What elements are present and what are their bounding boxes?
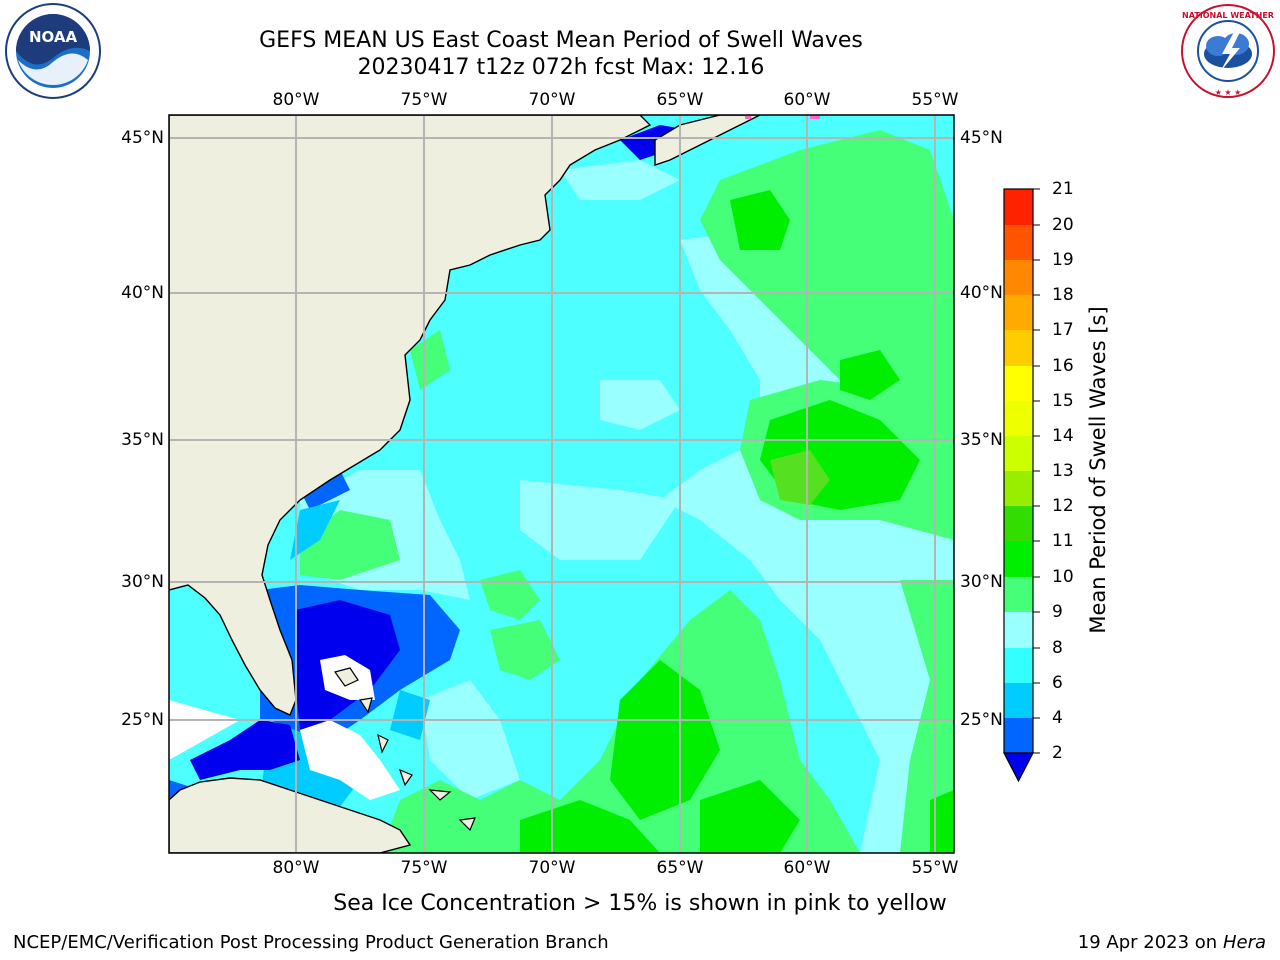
- colorbar-segment-11-12: [1004, 506, 1033, 541]
- colorbar-segment-9-10: [1004, 577, 1033, 612]
- lon-tick-bottom: 55°W: [911, 858, 959, 878]
- colorbar-label: 10: [1052, 567, 1074, 587]
- colorbar-label: 17: [1052, 320, 1074, 340]
- lat-tick-right: 40°N: [960, 283, 1003, 303]
- footer-credit: NCEP/EMC/Verification Post Processing Pr…: [13, 932, 609, 953]
- svg-text:★ ★ ★: ★ ★ ★: [1215, 88, 1242, 97]
- lat-tick-left: 45°N: [121, 128, 164, 148]
- map-title: GEFS MEAN US East Coast Mean Period of S…: [259, 28, 863, 53]
- colorbar-label: 15: [1052, 391, 1074, 411]
- lon-tick-top: 70°W: [528, 90, 576, 110]
- colorbar-segment-8-9: [1004, 612, 1033, 648]
- lon-tick-bottom: 60°W: [783, 858, 831, 878]
- colorbar-segment-12-13: [1004, 471, 1033, 506]
- lat-tick-right: 25°N: [960, 710, 1003, 730]
- lon-tick-bottom: 75°W: [400, 858, 448, 878]
- lon-tick-top: 65°W: [656, 90, 704, 110]
- colorbar-label: 14: [1052, 426, 1074, 446]
- cuba-land: [169, 777, 412, 853]
- lon-tick-bottom: 65°W: [656, 858, 704, 878]
- noaa-logo-icon: NOAA: [5, 3, 101, 99]
- colorbar-segment-19-20: [1004, 225, 1033, 260]
- lat-tick-right: 45°N: [960, 128, 1003, 148]
- colorbar-label: 6: [1052, 673, 1063, 693]
- north-america-land: [169, 115, 652, 716]
- noaa-logo-text: NOAA: [29, 28, 78, 46]
- nws-logo-icon: NATIONAL WEATHER ★ ★ ★: [1181, 4, 1275, 98]
- lat-tick-right: 30°N: [960, 572, 1003, 592]
- footer-date: 19 Apr 2023 on Hera: [1078, 932, 1266, 953]
- colorbar-segment-14-15: [1004, 401, 1033, 436]
- lat-tick-left: 40°N: [121, 283, 164, 303]
- svg-text:NATIONAL WEATHER: NATIONAL WEATHER: [1182, 11, 1274, 20]
- bahamas-islands: [334, 667, 476, 832]
- colorbar-label: 18: [1052, 285, 1074, 305]
- colorbar-label: 16: [1052, 356, 1074, 376]
- colorbar-segment-15-16: [1004, 366, 1033, 401]
- lat-tick-left: 35°N: [121, 430, 164, 450]
- colorbar-label: 8: [1052, 638, 1063, 658]
- colorbar-under-arrow: [1003, 752, 1034, 783]
- colorbar-segment-13-14: [1004, 436, 1033, 471]
- lon-tick-top: 75°W: [400, 90, 448, 110]
- colorbar-segment-6-8: [1004, 648, 1033, 683]
- swell-10-11s-areas: [520, 190, 954, 853]
- colorbar-segment-2-4: [1004, 718, 1033, 753]
- colorbar-label: 20: [1052, 215, 1074, 235]
- colorbar-segment-10-11: [1004, 541, 1033, 577]
- colorbar-title: Mean Period of Swell Waves [s]: [1086, 306, 1110, 634]
- colorbar-label: 21: [1052, 179, 1074, 199]
- colorbar-label: 13: [1052, 461, 1074, 481]
- lon-tick-top: 55°W: [911, 90, 959, 110]
- colorbar-segment-16-17: [1004, 330, 1033, 366]
- colorbar-segment-18-19: [1004, 260, 1033, 295]
- lat-tick-left: 30°N: [121, 572, 164, 592]
- footer-date-text: 19 Apr 2023 on: [1077, 932, 1223, 953]
- colorbar-label: 19: [1052, 250, 1074, 270]
- colorbar: [1003, 188, 1040, 783]
- sea-ice-marker: [810, 115, 820, 119]
- lat-tick-left: 25°N: [121, 710, 164, 730]
- colorbar-label: 4: [1052, 708, 1063, 728]
- lat-tick-right: 35°N: [960, 430, 1003, 450]
- colorbar-label: 9: [1052, 602, 1063, 622]
- nova-scotia-land: [654, 115, 761, 166]
- colorbar-label: 12: [1052, 496, 1074, 516]
- sea-ice-note: Sea Ice Concentration > 15% is shown in …: [333, 891, 947, 916]
- colorbar-segment-17-18: [1004, 295, 1033, 330]
- lon-tick-top: 80°W: [272, 90, 320, 110]
- sea-ice-marker: [745, 115, 751, 119]
- lon-tick-top: 60°W: [783, 90, 831, 110]
- colorbar-label: 11: [1052, 531, 1074, 551]
- lon-tick-bottom: 80°W: [272, 858, 320, 878]
- lon-tick-bottom: 70°W: [528, 858, 576, 878]
- colorbar-label: 2: [1052, 743, 1063, 763]
- map-frame: [168, 114, 955, 854]
- colorbar-segment-4-6: [1004, 683, 1033, 718]
- map-subtitle: 20230417 t12z 072h fcst Max: 12.16: [357, 55, 765, 80]
- footer-machine: Hera: [1222, 932, 1266, 953]
- map-grid: [169, 115, 954, 853]
- colorbar-segment-20-21: [1004, 189, 1033, 225]
- swell-11-12s-area: [770, 450, 830, 505]
